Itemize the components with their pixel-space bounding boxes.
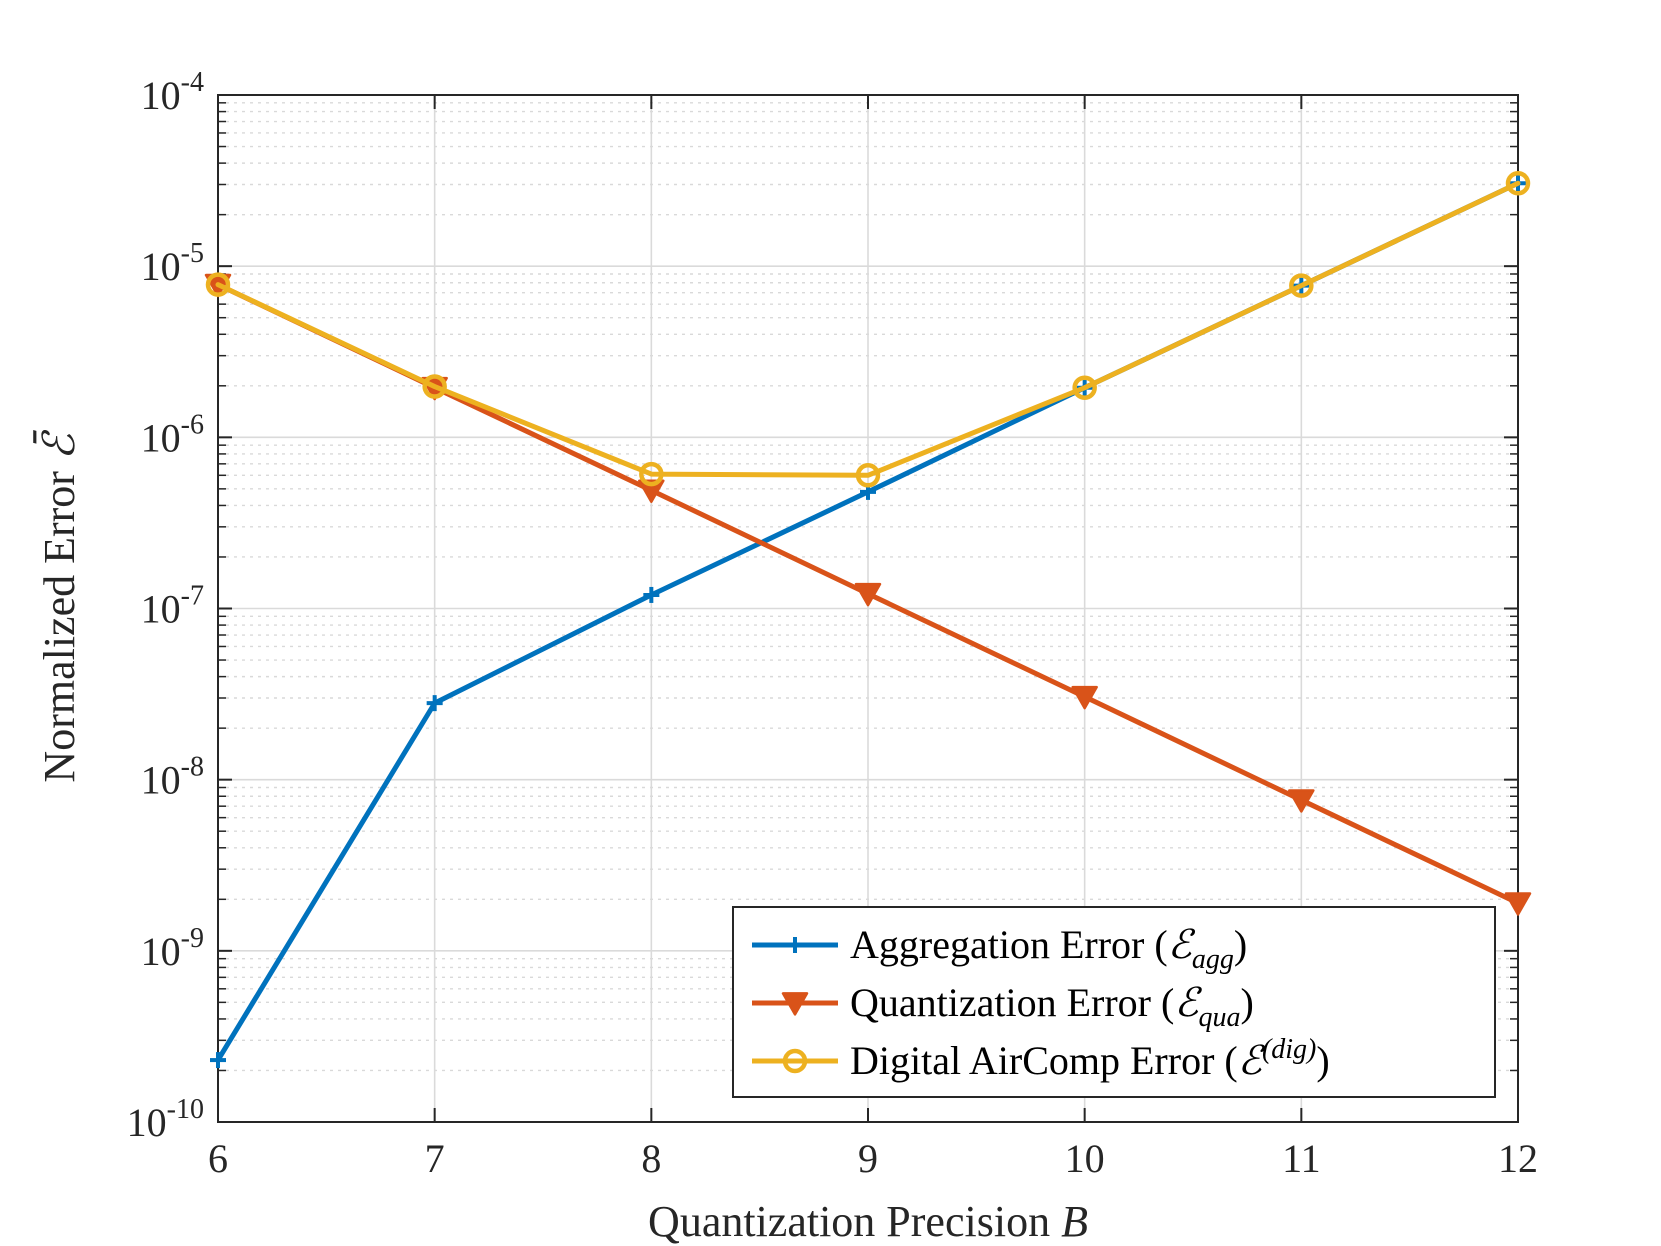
legend-label: Quantization Error (ℰqua) (850, 980, 1254, 1033)
legend-superscript: (dig) (1262, 1034, 1316, 1065)
legend-close: ) (1241, 980, 1254, 1025)
y-axis-label-text: Normalized Error (35, 471, 84, 783)
legend-entries: Aggregation Error (ℰagg)Quantization Err… (752, 922, 1330, 1083)
legend-symbol: ℰ (1174, 980, 1202, 1025)
circle-marker (422, 374, 447, 399)
y-tick-base: 10 (141, 415, 181, 460)
y-tick-label: 10-6 (141, 409, 204, 460)
x-tick-label: 8 (641, 1136, 661, 1181)
plus-marker (426, 695, 443, 712)
legend-symbol: ℰ (1168, 922, 1196, 967)
legend: Aggregation Error (ℰagg)Quantization Err… (732, 906, 1496, 1098)
y-tick-label: 10-9 (141, 923, 204, 974)
circle-marker (1505, 171, 1531, 196)
y-tick-exponent: -10 (167, 1094, 204, 1125)
legend-series-name: Aggregation Error ( (850, 922, 1168, 967)
triangle-marker (781, 992, 809, 1016)
series-line (215, 180, 1521, 478)
x-tick-label: 9 (858, 1136, 878, 1181)
legend-symbol: ℰ (1238, 1038, 1266, 1083)
plus-marker (787, 937, 803, 953)
x-axis-label: Quantization Precision B (648, 1197, 1088, 1246)
y-tick-label: 10-10 (127, 1094, 204, 1145)
legend-label: Aggregation Error (ℰagg) (850, 922, 1247, 975)
y-tick-base: 10 (141, 244, 181, 289)
y-tick-exponent: -7 (181, 581, 204, 612)
y-tick-exponent: -5 (181, 238, 204, 269)
x-tick-label: 12 (1498, 1136, 1538, 1181)
y-tick-label: 10-8 (141, 752, 204, 803)
circle-marker (639, 461, 664, 487)
x-tick-label: 10 (1065, 1136, 1105, 1181)
y-tick-base: 10 (127, 1100, 167, 1145)
legend-entry-1: Quantization Error (ℰqua) (752, 980, 1254, 1033)
y-axis-label: Normalized Error ℰ̄ (33, 429, 84, 783)
y-tick-exponent: -9 (181, 923, 204, 954)
y-tick-exponent: -4 (181, 67, 204, 98)
legend-close: ) (1316, 1038, 1329, 1083)
legend-entry-2: Digital AirComp Error (ℰ(dig)) (752, 1034, 1330, 1083)
plus-marker (210, 1052, 226, 1069)
series-lines (204, 171, 1532, 1069)
legend-subscript: agg (1192, 944, 1234, 975)
y-axis-label-var: ℰ̄ (33, 429, 84, 460)
legend-close: ) (1234, 922, 1247, 967)
triangle-marker (1288, 789, 1315, 813)
circle-marker (782, 1048, 808, 1074)
y-tick-label: 10-7 (141, 581, 204, 632)
y-tick-base: 10 (141, 929, 181, 974)
legend-entry-0: Aggregation Error (ℰagg) (752, 922, 1247, 975)
legend-series-name: Digital AirComp Error ( (850, 1038, 1238, 1083)
x-tick-label: 11 (1282, 1136, 1321, 1181)
axis-ticks (217, 94, 1519, 1123)
triangle-marker (638, 479, 665, 504)
legend-subscript: qua (1199, 1002, 1241, 1033)
y-tick-exponent: -8 (181, 752, 204, 783)
plus-marker (643, 586, 660, 603)
circle-marker (205, 272, 231, 297)
x-axis-label-text: Quantization Precision (648, 1197, 1050, 1246)
y-tick-base: 10 (141, 73, 181, 118)
legend-box (732, 906, 1496, 1098)
circle-marker (855, 463, 881, 488)
y-tick-label: 10-4 (141, 67, 204, 118)
y-tick-base: 10 (141, 758, 181, 803)
series-2 (205, 171, 1531, 488)
legend-series-name: Quantization Error ( (850, 980, 1174, 1025)
x-axis-label-var: B (1061, 1197, 1088, 1246)
triangle-marker (1071, 685, 1098, 710)
triangle-marker (1504, 892, 1532, 916)
circle-marker (1072, 375, 1097, 400)
legend-label: Digital AirComp Error (ℰ(dig)) (850, 1034, 1330, 1083)
x-tick-label: 6 (208, 1136, 228, 1181)
y-tick-base: 10 (141, 587, 181, 632)
y-tick-label: 10-5 (141, 238, 204, 289)
y-tick-exponent: -6 (181, 409, 204, 440)
triangle-marker (854, 582, 882, 607)
x-tick-label: 7 (425, 1136, 445, 1181)
circle-marker (1289, 273, 1314, 298)
